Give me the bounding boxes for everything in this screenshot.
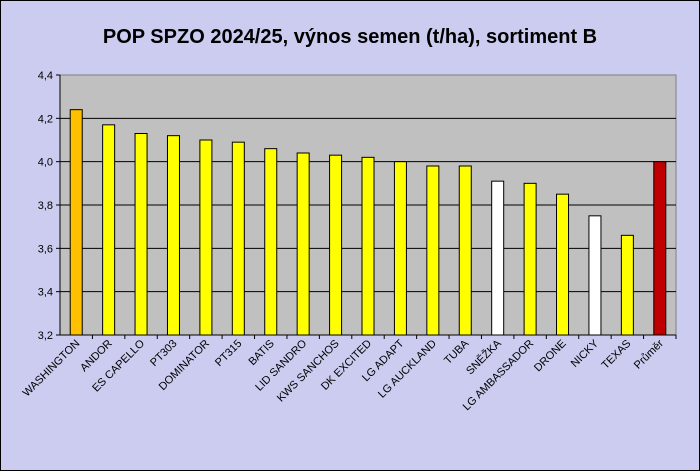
bar bbox=[458, 165, 472, 336]
bar bbox=[426, 165, 440, 336]
bar bbox=[231, 141, 245, 336]
x-tick-label: PT303 bbox=[148, 338, 179, 369]
x-tick-label: BATIS bbox=[246, 338, 276, 368]
x-tick-label: NICKY bbox=[569, 337, 602, 370]
y-tick-label: 4,0 bbox=[38, 157, 53, 169]
y-tick-label: 3,2 bbox=[38, 330, 53, 342]
bar bbox=[134, 133, 148, 336]
x-tick-label: WASHINGTON bbox=[21, 338, 83, 400]
bar bbox=[361, 156, 375, 336]
bar bbox=[166, 135, 180, 336]
bar bbox=[588, 215, 602, 336]
x-tick-label: TUBA bbox=[442, 337, 472, 367]
bar bbox=[491, 180, 505, 336]
bar bbox=[296, 152, 310, 336]
bar bbox=[264, 148, 278, 336]
bar bbox=[393, 161, 407, 336]
x-tick-label: DRONE bbox=[532, 338, 569, 375]
bar bbox=[653, 161, 667, 336]
y-tick-label: 3,6 bbox=[38, 243, 53, 255]
y-tick-label: 4,2 bbox=[38, 113, 53, 125]
y-tick-label: 4,4 bbox=[38, 70, 53, 82]
bar bbox=[556, 193, 570, 336]
x-tick-label: TEXAS bbox=[599, 338, 633, 372]
x-tick-label: LG AUCKLAND bbox=[376, 338, 439, 401]
y-tick-label: 3,4 bbox=[38, 287, 53, 299]
bar bbox=[69, 109, 83, 336]
x-tick-label: Průměr bbox=[632, 337, 666, 371]
bar bbox=[199, 139, 213, 336]
y-tick-label: 3,8 bbox=[38, 200, 53, 212]
bar bbox=[102, 124, 116, 336]
bar bbox=[523, 182, 537, 336]
chart-title: POP SPZO 2024/25, výnos semen (t/ha), so… bbox=[102, 26, 598, 48]
bar bbox=[620, 234, 634, 336]
x-tick-label: PT315 bbox=[213, 338, 244, 369]
bar bbox=[329, 154, 343, 336]
